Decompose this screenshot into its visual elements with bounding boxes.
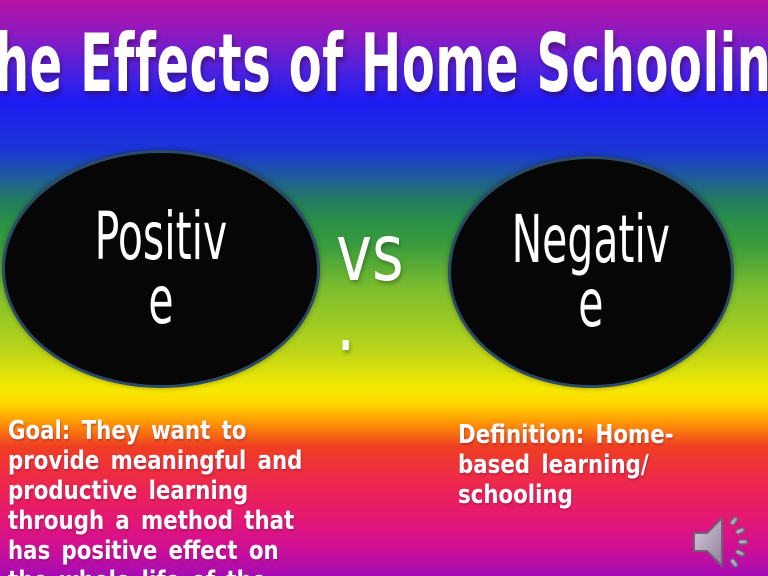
versus-line1: vs (336, 209, 404, 299)
definition-text: Definition: Home- based learning/ school… (458, 420, 674, 510)
definition-line: schooling (458, 480, 573, 510)
positive-bubble: Positiv e (2, 150, 320, 388)
goal-line: provide meaningful and (8, 446, 303, 476)
goal-line: has positive effect on (8, 536, 279, 566)
versus-text: vs . (336, 209, 404, 369)
positive-bubble-label: Positiv e (94, 198, 228, 339)
goal-text: Goal: They want to provide meaningful an… (8, 416, 302, 576)
negative-bubble: Negativ e (448, 156, 734, 388)
goal-line: the whole life of the (8, 566, 302, 576)
goal-line: Goal: They want to (8, 416, 247, 446)
speaker-icon[interactable] (690, 512, 762, 572)
versus-line2: . (336, 279, 356, 369)
goal-line: productive learning (8, 476, 249, 506)
negative-label-line1: Negativ (511, 201, 671, 278)
goal-line: through a method that (8, 506, 295, 536)
positive-label-line2: e (148, 262, 174, 339)
definition-line: based learning/ (458, 450, 649, 480)
slide-title: The Effects of Home Schooling (0, 17, 768, 110)
negative-bubble-label: Negativ e (511, 201, 671, 342)
negative-label-line2: e (578, 265, 604, 342)
positive-label-line1: Positiv (94, 198, 228, 275)
definition-line: Definition: Home- (458, 420, 674, 450)
